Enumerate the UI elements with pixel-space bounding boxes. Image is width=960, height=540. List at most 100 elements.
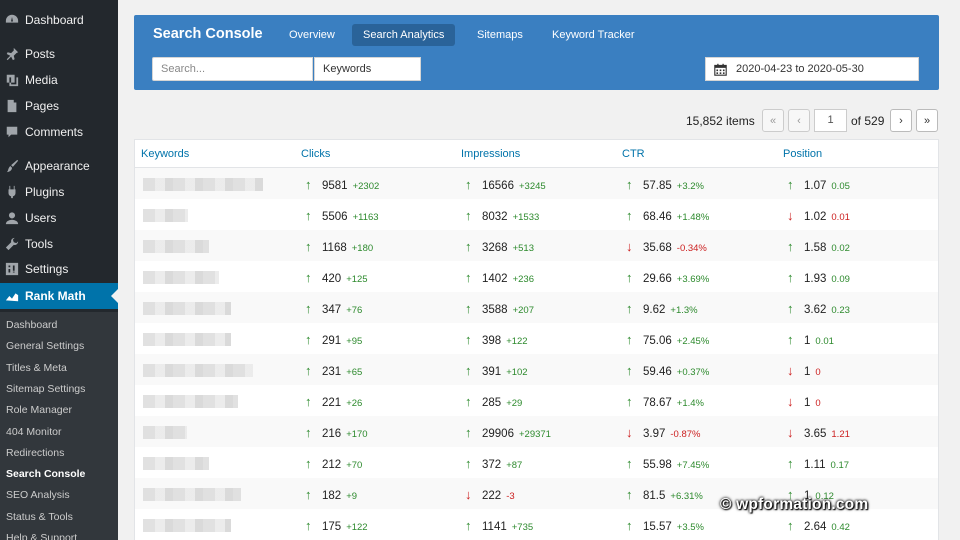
clicks-change: +180 <box>351 243 374 254</box>
table-row[interactable]: ↑ 347 +76 ↑ 3588 +207 ↑ 9.62 +1.3% ↑ 3.62 0.23 <box>135 292 938 323</box>
sidebar-item-posts[interactable]: Posts <box>0 41 118 67</box>
dimension-select[interactable]: Keywords <box>314 57 421 81</box>
arrow-up-icon: ↑ <box>787 456 794 471</box>
tab-search-analytics[interactable]: Search Analytics <box>352 24 456 46</box>
clicks-value: 175 <box>322 521 342 533</box>
sidebar-item-settings[interactable]: Settings <box>0 256 118 282</box>
sidebar-item-label: Media <box>25 73 58 87</box>
keyword-redacted[interactable] <box>143 178 263 191</box>
table-row[interactable]: ↑ 212 +70 ↑ 372 +87 ↑ 55.98 +7.45% ↑ 1.11 0.17 <box>135 447 938 478</box>
page-number-input[interactable]: 1 <box>814 109 847 132</box>
next-page-button[interactable]: › <box>890 109 912 132</box>
ctr-change: +1.4% <box>676 398 704 409</box>
submenu-item-help-support[interactable]: Help & Support <box>6 532 78 540</box>
ctr-change: +3.2% <box>676 181 704 192</box>
keyword-redacted[interactable] <box>143 457 209 470</box>
items-count: 15,852 items <box>686 114 755 128</box>
submenu-item-general-settings[interactable]: General Settings <box>6 340 85 353</box>
user-icon <box>5 211 19 225</box>
column-clicks[interactable]: Clicks <box>301 148 331 160</box>
keyword-redacted[interactable] <box>143 333 231 346</box>
arrow-up-icon: ↑ <box>787 301 794 316</box>
position-change: 0 <box>815 398 821 409</box>
total-pages: of 529 <box>851 114 885 128</box>
table-row[interactable]: ↑ 291 +95 ↑ 398 +122 ↑ 75.06 +2.45% ↑ 1 0.01 <box>135 323 938 354</box>
sidebar-item-users[interactable]: Users <box>0 205 118 231</box>
tab-keyword-tracker[interactable]: Keyword Tracker <box>552 29 635 41</box>
tab-sitemaps[interactable]: Sitemaps <box>477 29 523 41</box>
table-row[interactable]: ↑ 1168 +180 ↑ 3268 +513 ↓ 35.68 -0.34% ↑ 1.58 0.02 <box>135 230 938 261</box>
rank-math-submenu: Dashboard General Settings Titles & Meta Si… <box>0 312 118 540</box>
submenu-item-seo-analysis[interactable]: SEO Analysis <box>6 489 70 502</box>
column-position[interactable]: Position <box>783 148 823 160</box>
sidebar-item-tools[interactable]: Tools <box>0 231 118 257</box>
last-page-button[interactable]: » <box>916 109 938 132</box>
column-keywords[interactable]: Keywords <box>141 148 190 160</box>
position-change: 0.02 <box>831 243 850 254</box>
column-ctr[interactable]: CTR <box>622 148 645 160</box>
keyword-redacted[interactable] <box>143 271 219 284</box>
submenu-item-404-monitor[interactable]: 404 Monitor <box>6 425 62 438</box>
sidebar-item-pages[interactable]: Pages <box>0 93 118 119</box>
settings-icon <box>5 262 19 276</box>
sidebar-item-plugins[interactable]: Plugins <box>0 179 118 205</box>
arrow-up-icon: ↑ <box>626 518 633 533</box>
submenu-item-titles-meta[interactable]: Titles & Meta <box>6 361 67 374</box>
page-title: Search Console <box>153 26 263 42</box>
impressions-cell: ↑ 398 +122 <box>465 332 528 347</box>
table-row[interactable]: ↑ 182 +9 ↓ 222 -3 ↑ 81.5 +6.31% ↑ 1 0.12 <box>135 478 938 509</box>
submenu-item-role-manager[interactable]: Role Manager <box>6 404 72 417</box>
position-change: 0.01 <box>815 336 834 347</box>
brush-icon <box>5 159 19 173</box>
position-cell: ↓ 3.65 1.21 <box>787 425 850 440</box>
impressions-cell: ↑ 285 +29 <box>465 394 522 409</box>
sidebar-item-dashboard[interactable]: Dashboard <box>0 7 118 33</box>
tab-overview[interactable]: Overview <box>289 29 335 41</box>
column-impressions[interactable]: Impressions <box>461 148 521 160</box>
table-row[interactable]: ↑ 216 +170 ↑ 29906 +29371 ↓ 3.97 -0.87% ↓ 3.65 1.21 <box>135 416 938 447</box>
sidebar-item-rank-math[interactable]: Rank Math <box>0 283 118 309</box>
ctr-change: -0.34% <box>676 243 707 254</box>
table-row[interactable]: ↑ 175 +122 ↑ 1141 +735 ↑ 15.57 +3.5% ↑ 2.64 0.42 <box>135 509 938 540</box>
position-change: 0.42 <box>831 522 850 533</box>
submenu-item-redirections[interactable]: Redirections <box>6 446 65 459</box>
position-cell: ↓ 1.02 0.01 <box>787 208 850 223</box>
table-row[interactable]: ↑ 5506 +1163 ↑ 8032 +1533 ↑ 68.46 +1.48% ↓ 1.02 0.0… <box>135 199 938 230</box>
keyword-redacted[interactable] <box>143 395 238 408</box>
impressions-value: 391 <box>482 366 502 378</box>
table-row[interactable]: ↑ 221 +26 ↑ 285 +29 ↑ 78.67 +1.4% ↓ 1 0 <box>135 385 938 416</box>
submenu-item-status-tools[interactable]: Status & Tools <box>6 510 73 523</box>
date-range-picker[interactable]: 2020-04-23 to 2020-05-30 <box>705 57 919 81</box>
media-icon <box>5 73 19 87</box>
sidebar-item-comments[interactable]: Comments <box>0 119 118 145</box>
keyword-redacted[interactable] <box>143 488 241 501</box>
impressions-change: +102 <box>506 367 528 378</box>
clicks-value: 231 <box>322 366 342 378</box>
sidebar-item-appearance[interactable]: Appearance <box>0 153 118 179</box>
arrow-up-icon: ↑ <box>305 332 312 347</box>
keyword-redacted[interactable] <box>143 426 187 439</box>
submenu-item-dashboard[interactable]: Dashboard <box>6 319 58 331</box>
search-console-header: Search Console Overview Search Analytics… <box>134 15 939 90</box>
submenu-item-search-console[interactable]: Search Console <box>6 468 86 481</box>
clicks-value: 1168 <box>322 242 347 254</box>
keyword-redacted[interactable] <box>143 519 231 532</box>
submenu-item-sitemap-settings[interactable]: Sitemap Settings <box>6 382 86 395</box>
table-row[interactable]: ↑ 420 +125 ↑ 1402 +236 ↑ 29.66 +3.69% ↑ 1.93 0.09 <box>135 261 938 292</box>
sidebar-item-label: Plugins <box>25 185 65 199</box>
impressions-cell: ↑ 391 +102 <box>465 363 528 378</box>
search-input[interactable]: Search... <box>152 57 313 81</box>
keyword-redacted[interactable] <box>143 240 209 253</box>
table-row[interactable]: ↑ 231 +65 ↑ 391 +102 ↑ 59.46 +0.37% ↓ 1 0 <box>135 354 938 385</box>
keyword-redacted[interactable] <box>143 209 188 222</box>
keyword-redacted[interactable] <box>143 364 253 377</box>
arrow-up-icon: ↑ <box>626 394 633 409</box>
first-page-button[interactable]: « <box>762 109 784 132</box>
clicks-cell: ↑ 182 +9 <box>305 487 357 502</box>
arrow-up-icon: ↑ <box>787 487 794 502</box>
sidebar-item-media[interactable]: Media <box>0 67 118 93</box>
prev-page-button[interactable]: ‹ <box>788 109 810 132</box>
keyword-redacted[interactable] <box>143 302 231 315</box>
impressions-change: +513 <box>512 243 534 254</box>
table-row[interactable]: ↑ 9581 +2302 ↑ 16566 +3245 ↑ 57.85 +3.2% ↑ 1.07 0.0… <box>135 168 938 199</box>
